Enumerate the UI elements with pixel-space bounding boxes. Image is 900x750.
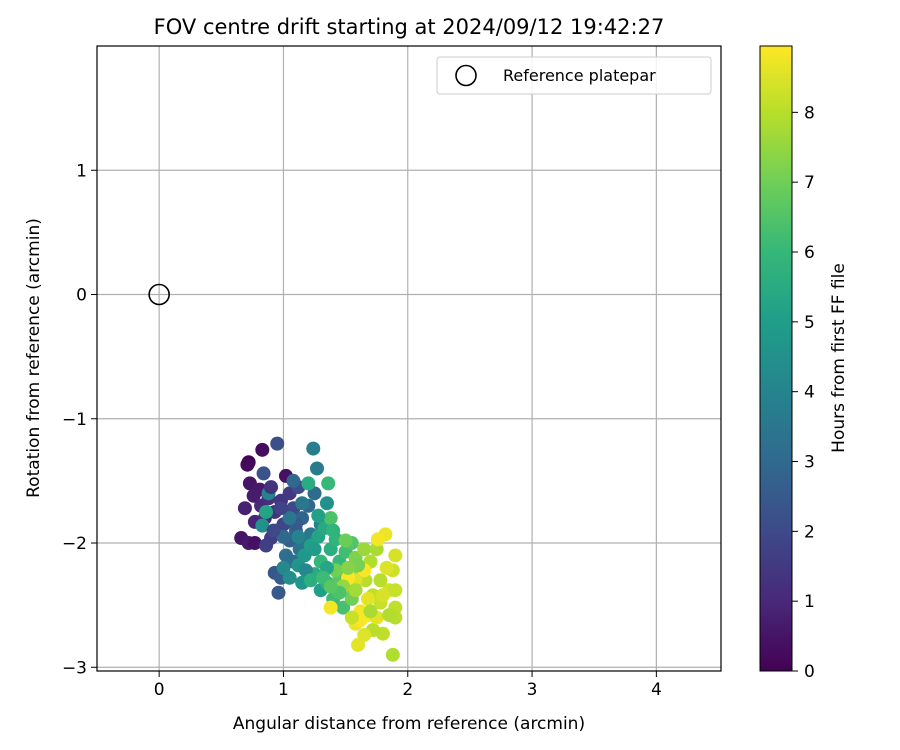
colorbar-gradient bbox=[759, 45, 793, 672]
colorbar-tick-label: 3 bbox=[804, 453, 815, 473]
data-point bbox=[321, 476, 336, 491]
colorbar-tick-label: 8 bbox=[804, 103, 815, 123]
data-point bbox=[388, 583, 403, 598]
colorbar-ticks: 0 1 2 3 4 5 6 7 8 bbox=[792, 103, 815, 682]
colorbar-tick-label: 1 bbox=[804, 592, 815, 612]
data-point bbox=[301, 476, 316, 491]
data-point bbox=[256, 466, 271, 481]
data-point bbox=[273, 501, 288, 516]
data-point bbox=[259, 504, 274, 519]
data-point bbox=[255, 518, 270, 533]
data-point bbox=[382, 608, 397, 623]
legend-entry-reference-platepar: Reference platepar bbox=[503, 66, 656, 85]
data-point bbox=[388, 548, 403, 563]
data-point bbox=[282, 570, 297, 585]
data-point bbox=[363, 604, 378, 619]
data-point bbox=[246, 488, 261, 503]
x-tick-label: 1 bbox=[278, 680, 289, 700]
plot-frame bbox=[96, 45, 722, 672]
chart-title: FOV centre drift starting at 2024/09/12 … bbox=[154, 15, 665, 39]
data-point bbox=[286, 473, 301, 488]
reference-platepar-marker bbox=[148, 283, 170, 306]
data-point bbox=[323, 600, 338, 615]
y-tick-label: 0 bbox=[76, 286, 87, 306]
colorbar: 0 1 2 3 4 5 6 7 8 Hours from first FF file bbox=[759, 45, 849, 682]
data-point bbox=[247, 536, 262, 551]
data-point bbox=[266, 523, 281, 538]
grid-lines bbox=[97, 46, 721, 671]
data-points bbox=[234, 436, 403, 662]
x-tick-label: 2 bbox=[402, 680, 413, 700]
data-point bbox=[385, 647, 400, 662]
data-point bbox=[291, 529, 306, 544]
data-point bbox=[264, 480, 279, 495]
data-point bbox=[373, 573, 388, 588]
data-point bbox=[240, 457, 255, 472]
colorbar-tick-label: 5 bbox=[804, 313, 815, 333]
data-point bbox=[326, 523, 341, 538]
y-axis-label: Rotation from reference (arcmin) bbox=[24, 218, 44, 498]
legend-marker-icon bbox=[455, 64, 477, 87]
data-point bbox=[360, 591, 375, 606]
colorbar-tick-label: 0 bbox=[804, 662, 815, 682]
colorbar-tick-label: 2 bbox=[804, 522, 815, 542]
y-tick-label: −3 bbox=[62, 658, 87, 678]
data-point bbox=[336, 600, 351, 615]
colorbar-tick-label: 6 bbox=[804, 243, 815, 263]
data-point bbox=[311, 508, 326, 523]
data-point bbox=[295, 496, 310, 511]
data-point bbox=[255, 442, 270, 457]
data-point bbox=[341, 560, 356, 575]
data-point bbox=[270, 436, 285, 451]
data-point bbox=[303, 573, 318, 588]
data-point bbox=[271, 585, 286, 600]
colorbar-tick-label: 4 bbox=[804, 383, 815, 403]
y-tick-label: −1 bbox=[62, 410, 87, 430]
colorbar-label: Hours from first FF file bbox=[829, 263, 849, 453]
data-point bbox=[259, 538, 274, 553]
x-tick-label: 0 bbox=[154, 680, 165, 700]
data-point bbox=[375, 588, 390, 603]
data-point bbox=[323, 579, 338, 594]
x-tick-label: 3 bbox=[527, 680, 538, 700]
data-point bbox=[379, 560, 394, 575]
data-point bbox=[307, 542, 322, 557]
data-point bbox=[351, 637, 366, 652]
y-tick-label: −2 bbox=[62, 534, 87, 554]
data-point bbox=[237, 501, 252, 516]
data-point bbox=[282, 511, 297, 526]
data-point bbox=[306, 441, 321, 456]
data-point bbox=[357, 542, 372, 557]
y-axis-ticks: −3 −2 −1 0 1 bbox=[62, 161, 97, 678]
y-tick-label: 1 bbox=[76, 161, 87, 181]
x-axis-ticks: 0 1 2 3 4 bbox=[154, 671, 662, 700]
data-point bbox=[310, 461, 325, 476]
x-axis-label: Angular distance from reference (arcmin) bbox=[233, 714, 585, 734]
x-tick-label: 4 bbox=[651, 680, 662, 700]
legend-box bbox=[436, 56, 712, 95]
data-point bbox=[370, 532, 385, 547]
colorbar-tick-label: 7 bbox=[804, 173, 815, 193]
data-point bbox=[344, 610, 359, 625]
data-point bbox=[338, 533, 353, 548]
legend: Reference platepar bbox=[436, 56, 712, 95]
data-point bbox=[348, 583, 363, 598]
data-point bbox=[319, 496, 334, 511]
data-point bbox=[323, 511, 338, 526]
